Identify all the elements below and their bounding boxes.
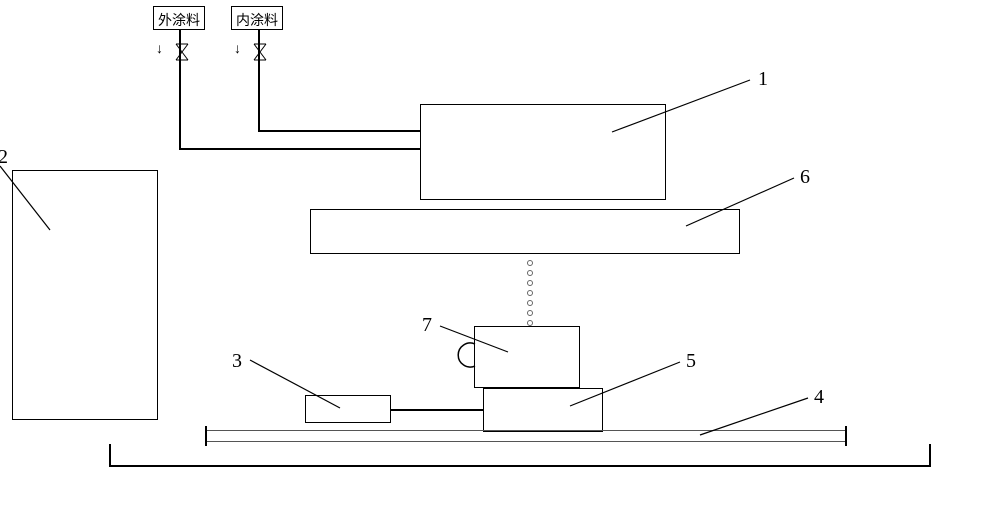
diagram-stage: 外涂料 内涂料 ↓ ↓ xyxy=(0,0,1000,509)
label-5: 5 xyxy=(686,350,696,373)
label-6: 6 xyxy=(800,166,810,189)
label-3: 3 xyxy=(232,350,242,373)
label-2: 2 xyxy=(0,146,8,169)
label-1: 1 xyxy=(758,68,768,91)
label-7: 7 xyxy=(422,314,432,337)
label-4: 4 xyxy=(814,386,824,409)
leader-1 xyxy=(0,0,1000,509)
